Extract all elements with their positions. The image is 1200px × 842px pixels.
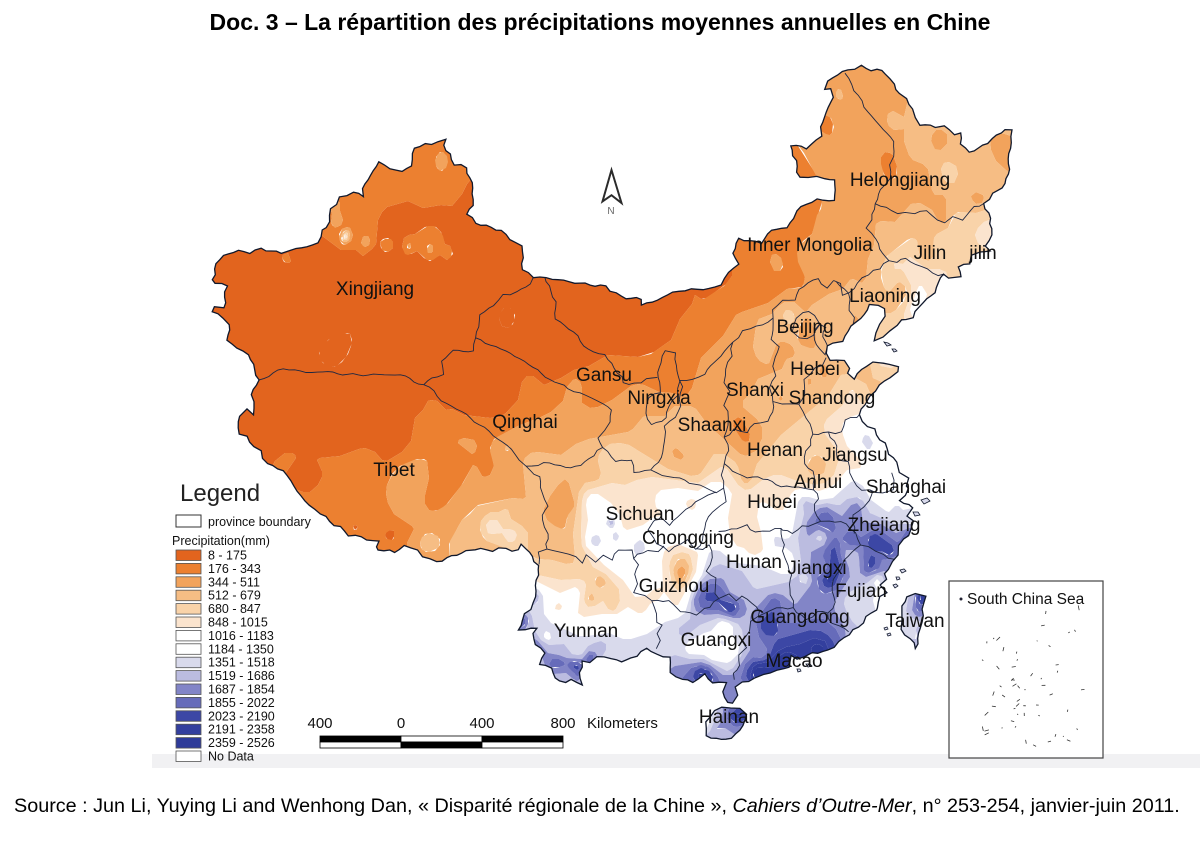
svg-text:Zhejiang: Zhejiang [848,515,921,536]
svg-text:Hubei: Hubei [747,492,797,513]
svg-text:Guangxi: Guangxi [681,630,752,651]
svg-text:0: 0 [397,715,405,732]
svg-text:2191 - 2358: 2191 - 2358 [208,723,275,737]
svg-text:Kilometers: Kilometers [587,715,658,732]
svg-text:Hainan: Hainan [699,707,759,728]
svg-text:Hunan: Hunan [726,552,782,573]
svg-text:Henan: Henan [747,440,803,461]
svg-text:Gansu: Gansu [576,365,632,386]
svg-text:Anhui: Anhui [794,472,843,493]
svg-text:Liaoning: Liaoning [849,286,921,307]
svg-text:1184 - 1350: 1184 - 1350 [208,642,274,656]
svg-text:No Data: No Data [208,750,254,764]
svg-text:Taiwan: Taiwan [885,611,944,632]
svg-text:Shanxi: Shanxi [726,380,784,401]
svg-text:Inner Mongolia: Inner Mongolia [747,235,873,256]
svg-text:Qinghai: Qinghai [492,412,558,433]
svg-text:Guangdong: Guangdong [750,607,849,628]
svg-text:1016 - 1183: 1016 - 1183 [208,629,274,643]
svg-text:Jiangxi: Jiangxi [787,558,846,579]
svg-text:Jilin: Jilin [914,243,947,264]
svg-text:2359 - 2526: 2359 - 2526 [208,736,275,750]
svg-text:1519 - 1686: 1519 - 1686 [208,669,275,683]
svg-text:Helongjiang: Helongjiang [850,170,950,191]
svg-text:Shanghai: Shanghai [866,477,946,498]
svg-text:Precipitation(mm): Precipitation(mm) [172,534,270,548]
svg-text:176 - 343: 176 - 343 [208,562,261,576]
svg-text:512 - 679: 512 - 679 [208,589,261,603]
svg-text:province boundary: province boundary [208,515,312,529]
svg-text:South China Sea: South China Sea [967,591,1085,608]
svg-text:Jiangsu: Jiangsu [822,445,888,466]
svg-text:Tibet: Tibet [373,460,415,481]
svg-text:Chongqing: Chongqing [642,528,734,549]
svg-text:Fujian: Fujian [835,581,887,602]
svg-text:8 - 175: 8 - 175 [208,549,247,563]
svg-text:Hebei: Hebei [790,359,840,380]
svg-text:Ningxia: Ningxia [627,388,691,409]
svg-text:Sichuan: Sichuan [606,504,675,525]
svg-text:Yunnan: Yunnan [554,621,618,642]
svg-text:400: 400 [469,715,494,732]
svg-text:Xingjiang: Xingjiang [336,279,414,300]
svg-text:Beijing: Beijing [776,317,833,338]
svg-text:jilin: jilin [968,243,996,264]
svg-text:Legend: Legend [180,480,260,507]
svg-text:1855 - 2022: 1855 - 2022 [208,696,275,710]
svg-text:Guizhou: Guizhou [639,576,710,597]
svg-text:N: N [607,206,614,217]
svg-text:680 - 847: 680 - 847 [208,602,261,616]
svg-text:800: 800 [550,715,575,732]
svg-text:Shaanxi: Shaanxi [678,415,747,436]
svg-text:Shandong: Shandong [789,388,876,409]
svg-text:1351 - 1518: 1351 - 1518 [208,656,275,670]
svg-text:344 - 511: 344 - 511 [208,575,260,589]
svg-text:848 - 1015: 848 - 1015 [208,616,268,630]
svg-text:1687 - 1854: 1687 - 1854 [208,683,275,697]
svg-text:2023 - 2190: 2023 - 2190 [208,709,275,723]
svg-text:Macao: Macao [765,651,822,672]
svg-text:400: 400 [307,715,332,732]
